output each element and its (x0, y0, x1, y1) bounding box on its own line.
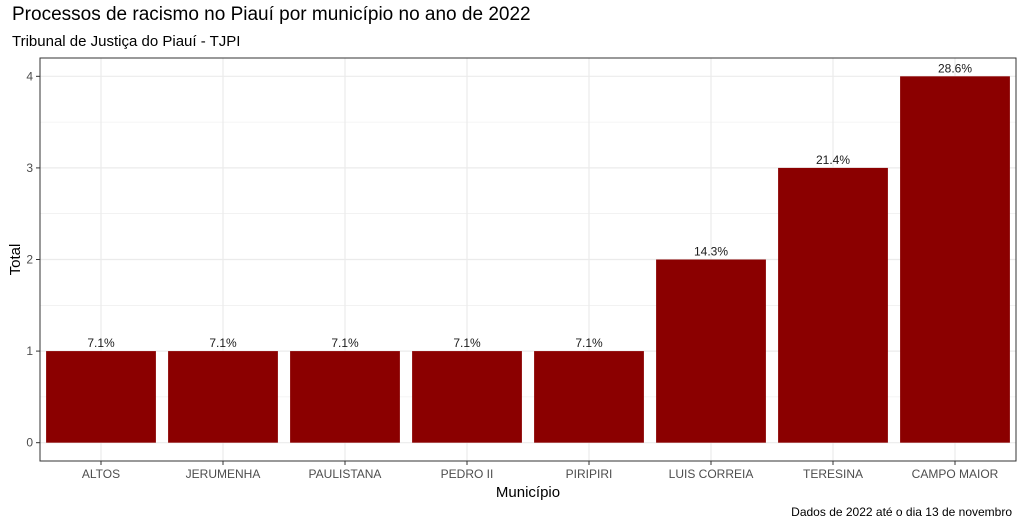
x-tick-label: JERUMENHA (186, 467, 261, 481)
bar-value-label: 7.1% (575, 336, 603, 350)
bar-value-label: 14.3% (694, 245, 728, 259)
y-tick-label: 0 (26, 436, 33, 450)
x-axis-title: Município (496, 484, 560, 501)
y-tick-label: 2 (26, 253, 33, 267)
y-axis-title: Total (7, 244, 24, 276)
x-tick-label: LUIS CORREIA (669, 467, 754, 481)
bar (900, 76, 1010, 443)
x-tick-label: PAULISTANA (309, 467, 382, 481)
x-tick-label: PEDRO II (441, 467, 494, 481)
y-tick-label: 3 (26, 161, 33, 175)
bar (412, 351, 522, 443)
y-tick-label: 4 (26, 69, 33, 83)
x-tick-label: ALTOS (82, 467, 120, 481)
chart-subtitle: Tribunal de Justiça do Piauí - TJPI (12, 33, 241, 50)
x-tick-label: TERESINA (803, 467, 863, 481)
bar-labels: 7.1% 7.1% 7.1% 7.1% 7.1% 14.3% 21.4% 28.6% (87, 61, 972, 350)
y-axis-ticks: 0 1 2 3 4 (26, 69, 40, 450)
bar-value-label: 7.1% (453, 336, 481, 350)
bar (534, 351, 644, 443)
bar-value-label: 28.6% (938, 61, 972, 75)
bar-value-label: 7.1% (331, 336, 359, 350)
x-axis-ticks: ALTOS JERUMENHA PAULISTANA PEDRO II PIRIPIRI… (82, 461, 999, 481)
bar-value-label: 21.4% (816, 153, 850, 167)
y-tick-label: 1 (26, 344, 33, 358)
bar-value-label: 7.1% (87, 336, 115, 350)
bar (46, 351, 156, 443)
x-tick-label: PIRIPIRI (566, 467, 613, 481)
bar (656, 259, 766, 443)
bar (168, 351, 278, 443)
bar (290, 351, 400, 443)
chart-title: Processos de racismo no Piauí por municí… (12, 4, 531, 25)
x-tick-label: CAMPO MAIOR (912, 467, 999, 481)
chart-caption: Dados de 2022 até o dia 13 de novembro (791, 505, 1012, 519)
bar-value-label: 7.1% (209, 336, 237, 350)
bar (778, 167, 888, 443)
bars (46, 76, 1010, 443)
